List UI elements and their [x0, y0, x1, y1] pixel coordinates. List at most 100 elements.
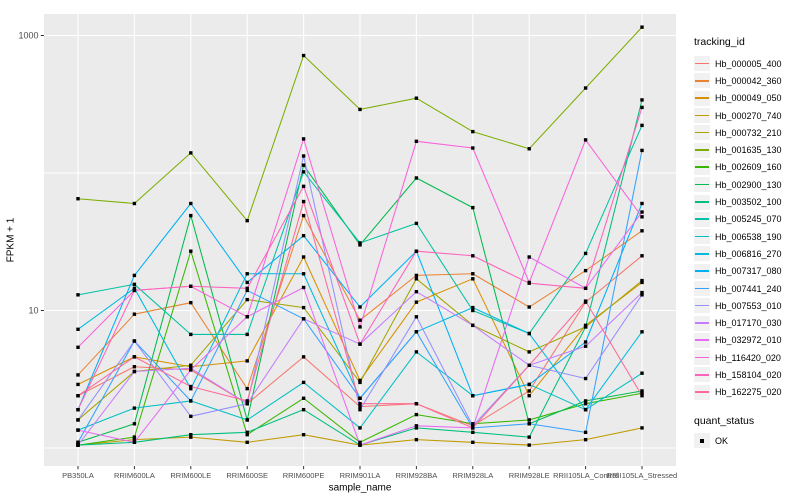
legend-key-line-icon [695, 339, 709, 341]
data-point [471, 440, 475, 445]
data-point [301, 305, 306, 310]
legend-key-line-icon [695, 201, 709, 203]
data-point [301, 213, 306, 218]
x-tick-label: PB350LA [62, 471, 94, 480]
data-point [132, 286, 137, 291]
data-point [301, 396, 306, 400]
legend-title-tracking-id: tracking_id [694, 36, 745, 48]
legend-key-line-icon [695, 322, 709, 324]
data-point [414, 273, 419, 278]
data-point [358, 342, 362, 346]
legend-key-line-icon [695, 149, 709, 151]
legend-entry-label: Hb_032972_010 [715, 335, 782, 346]
legend-items-tracking-id: Hb_000005_400 Hb_000042_360 Hb_000049_050 H… [694, 55, 800, 401]
data-point [640, 254, 644, 258]
legend: tracking_id Hb_000005_400 Hb_000042_360 Hb… [694, 36, 800, 449]
legend-key-line-icon [695, 391, 709, 393]
data-point [245, 401, 249, 406]
legend-key-line-icon [695, 252, 709, 255]
data-point [414, 249, 419, 253]
legend-key-swatch [694, 73, 710, 89]
data-point [358, 107, 362, 112]
legend-key-swatch [694, 433, 710, 449]
legend-key-swatch [694, 177, 710, 193]
legend-items-quant-status: OK [694, 432, 800, 449]
data-point [527, 331, 531, 336]
data-point [471, 146, 475, 150]
data-point [189, 300, 193, 305]
data-point [471, 422, 475, 426]
legend-entry-label: Hb_017170_030 [715, 318, 782, 329]
x-tick-label: RRIM928BA [396, 471, 438, 480]
x-tick-label: RRIM901LA [340, 471, 381, 480]
data-point [414, 277, 419, 281]
data-point [301, 255, 306, 259]
legend-entry-label: Hb_006816_270 [715, 248, 782, 259]
legend-key-line-icon [695, 183, 709, 186]
data-point [583, 299, 588, 303]
data-point [640, 210, 644, 214]
data-point [301, 184, 306, 189]
legend-entry-Hb_032972_010: Hb_032972_010 [694, 332, 800, 349]
data-point [640, 229, 644, 233]
data-point [358, 440, 362, 445]
data-point [640, 201, 644, 206]
data-point [471, 424, 475, 428]
legend-entry-Hb_000270_740: Hb_000270_740 [694, 107, 800, 124]
data-point [132, 273, 137, 278]
data-point [471, 272, 475, 276]
data-point [76, 440, 80, 445]
data-point [640, 215, 644, 219]
data-point [640, 280, 644, 285]
data-point [640, 394, 644, 398]
data-point [301, 137, 306, 141]
data-point [132, 201, 137, 206]
x-tick-label: RRIM928LA [452, 471, 493, 480]
data-point [301, 233, 306, 238]
data-point [76, 382, 80, 387]
x-tick-label: RRII105LA_Control [553, 471, 618, 480]
data-point [358, 318, 362, 322]
data-point [301, 199, 306, 204]
legend-entry-label: Hb_007553_010 [715, 300, 782, 311]
data-point [358, 443, 362, 447]
data-point [189, 432, 193, 437]
data-point [414, 176, 419, 180]
data-point [76, 407, 80, 412]
x-tick-label: RRII105LA_Stressed [607, 471, 677, 480]
legend-entry-label: Hb_158104_020 [715, 369, 782, 380]
legend-entry-Hb_158104_020: Hb_158104_020 [694, 366, 800, 383]
data-point [132, 437, 137, 442]
data-point [358, 404, 362, 409]
data-point [189, 201, 193, 206]
data-point [527, 363, 531, 367]
legend-entry-label: Hb_007317_080 [715, 266, 782, 277]
legend-entry-Hb_002900_130: Hb_002900_130 [694, 176, 800, 193]
data-point [301, 355, 306, 359]
y-tick-label: 1000 [18, 31, 38, 41]
data-point [640, 98, 644, 102]
data-point [414, 221, 419, 226]
data-point [414, 330, 419, 334]
data-point [414, 300, 419, 304]
data-point [640, 389, 644, 393]
data-point [76, 373, 80, 377]
data-point [471, 308, 475, 313]
data-point [189, 249, 193, 253]
data-point [358, 401, 362, 406]
data-point [132, 288, 137, 293]
legend-key-swatch [694, 332, 710, 348]
data-point [132, 312, 137, 316]
data-point [640, 290, 644, 295]
legend-key-line-icon [695, 373, 709, 376]
legend-entry-label: Hb_001635_130 [715, 145, 782, 156]
legend-key-swatch [694, 229, 710, 245]
data-point [245, 386, 249, 391]
data-point [640, 278, 644, 283]
data-point [301, 163, 306, 167]
legend-entry-quant-ok: OK [694, 432, 800, 449]
data-point [76, 428, 80, 432]
data-point [414, 96, 419, 100]
